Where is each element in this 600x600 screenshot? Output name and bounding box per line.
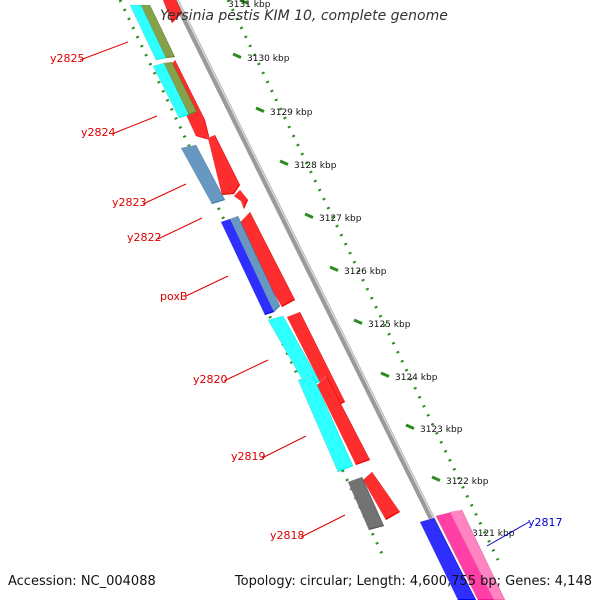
gene-label-y2819[interactable]: y2819 bbox=[231, 435, 307, 463]
gene-label-text[interactable]: y2822 bbox=[127, 231, 162, 244]
feature-magenta-1[interactable] bbox=[435, 511, 497, 600]
feature-red-3[interactable] bbox=[207, 134, 241, 196]
gene-label-y2822[interactable]: y2822 bbox=[127, 217, 203, 244]
feature-red-1[interactable] bbox=[162, 0, 183, 24]
gene-label-y2820[interactable]: y2820 bbox=[193, 359, 269, 386]
tick-9: 3122 kbp bbox=[431, 475, 489, 487]
tick-mark bbox=[405, 423, 415, 430]
tick-label: 3121 kbp bbox=[472, 529, 515, 539]
feature-red-8[interactable] bbox=[362, 471, 401, 521]
tick-0: 3131 kbp bbox=[228, 0, 271, 10]
feature-steel-1[interactable] bbox=[180, 144, 226, 205]
feature-cyan-3[interactable] bbox=[267, 315, 321, 387]
feature-steel-2[interactable] bbox=[229, 215, 281, 313]
tick-label: 3123 kbp bbox=[420, 425, 463, 435]
tick-mark bbox=[304, 212, 314, 219]
leader-line bbox=[300, 514, 346, 538]
feature-red-7[interactable] bbox=[316, 376, 371, 466]
leader-line bbox=[157, 217, 203, 240]
genome-title: Yersinia pestis KIM 10, complete genome bbox=[160, 8, 448, 24]
tick-label: 3128 kbp bbox=[294, 161, 337, 171]
feature-olive-2[interactable] bbox=[163, 61, 198, 116]
tick-label: 3125 kbp bbox=[368, 320, 411, 330]
tick-mark bbox=[353, 318, 363, 325]
tick-mark bbox=[255, 106, 265, 113]
gene-label-text[interactable]: y2820 bbox=[193, 373, 228, 386]
accession-text: Accession: NC_004088 bbox=[8, 574, 156, 589]
leader-line bbox=[185, 275, 229, 297]
leader-line bbox=[79, 41, 129, 61]
gene-label-text[interactable]: y2823 bbox=[112, 196, 147, 209]
feature-blue-2[interactable] bbox=[419, 517, 477, 600]
tick-5: 3126 kbp bbox=[329, 265, 387, 277]
tick-mark bbox=[232, 52, 242, 59]
tick-mark bbox=[329, 265, 339, 272]
tick-1: 3130 kbp bbox=[232, 52, 290, 64]
tick-2: 3129 kbp bbox=[255, 106, 313, 118]
gene-label-y2823[interactable]: y2823 bbox=[112, 183, 187, 209]
tick-label: 3131 kbp bbox=[228, 0, 271, 10]
feature-gray-1[interactable] bbox=[347, 476, 385, 531]
gene-label-text[interactable]: y2824 bbox=[81, 126, 116, 139]
feature-cyan-4[interactable] bbox=[297, 375, 354, 473]
tick-mark bbox=[239, 0, 249, 5]
gene-label-text[interactable]: y2825 bbox=[50, 52, 85, 65]
tick-label: 3122 kbp bbox=[446, 477, 489, 487]
leader-line bbox=[261, 435, 307, 459]
tick-4: 3127 kbp bbox=[304, 212, 362, 224]
gene-label-y2817[interactable]: y2817 bbox=[486, 516, 563, 547]
backbone-ring-highlight bbox=[176, 0, 475, 600]
gene-label-y2824[interactable]: y2824 bbox=[81, 115, 158, 139]
backbone-ring bbox=[172, 0, 476, 600]
feature-red-4[interactable] bbox=[233, 189, 249, 210]
gene-label-text[interactable]: y2819 bbox=[231, 450, 266, 463]
leader-line bbox=[142, 183, 187, 205]
feature-olive-1[interactable] bbox=[140, 4, 176, 59]
genome-info-text: Topology: circular; Length: 4,600,755 bp… bbox=[234, 574, 592, 589]
gene-label-poxB[interactable]: poxB bbox=[160, 275, 229, 303]
leader-line bbox=[111, 115, 158, 135]
gene-label-y2825[interactable]: y2825 bbox=[50, 41, 129, 65]
gene-label-y2818[interactable]: y2818 bbox=[270, 514, 346, 542]
tick-mark bbox=[431, 475, 441, 482]
tick-8: 3123 kbp bbox=[405, 423, 463, 435]
tick-label: 3127 kbp bbox=[319, 214, 362, 224]
tick-mark bbox=[380, 371, 390, 378]
gene-labels: y2825 y2824 y2823 y2822 poxB y2820 y2819 y2818 y… bbox=[50, 41, 563, 547]
tick-label: 3130 kbp bbox=[247, 54, 290, 64]
tick-label: 3129 kbp bbox=[270, 108, 313, 118]
leader-line bbox=[223, 359, 269, 382]
tick-7: 3124 kbp bbox=[380, 371, 438, 383]
tick-marks: 3131 kbp 3130 kbp 3129 kbp 3128 kbp 3127 kbp… bbox=[228, 0, 515, 539]
feature-pink-1[interactable] bbox=[449, 509, 506, 600]
tick-3: 3128 kbp bbox=[279, 159, 337, 171]
tick-6: 3125 kbp bbox=[353, 318, 411, 330]
outer-dotted-arc bbox=[226, 0, 500, 561]
leader-line bbox=[486, 521, 530, 547]
gene-label-text[interactable]: y2817 bbox=[528, 516, 563, 529]
gene-label-text[interactable]: y2818 bbox=[270, 529, 305, 542]
tick-label: 3126 kbp bbox=[344, 267, 387, 277]
tick-mark bbox=[279, 159, 289, 166]
gene-label-text[interactable]: poxB bbox=[160, 290, 187, 303]
tick-label: 3124 kbp bbox=[395, 373, 438, 383]
